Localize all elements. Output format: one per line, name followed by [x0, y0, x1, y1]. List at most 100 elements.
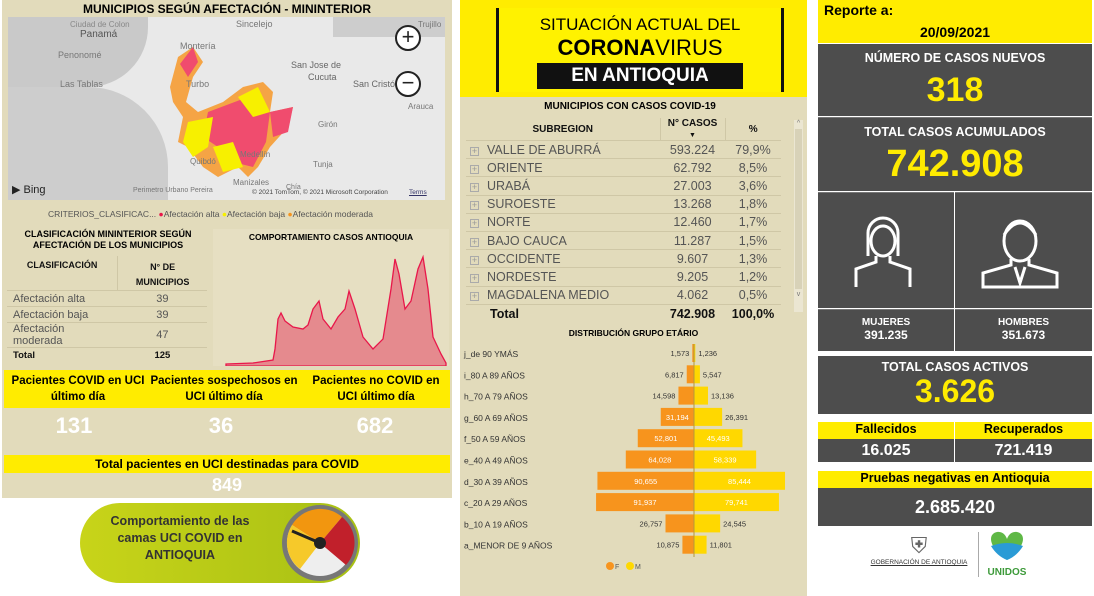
- new-cases-label: NÚMERO DE CASOS NUEVOS: [864, 51, 1046, 65]
- subregion-name: SUROESTE: [487, 197, 556, 212]
- map-label: Girón: [318, 120, 338, 129]
- cell: 62.792: [660, 158, 725, 178]
- cell: Total: [490, 306, 519, 321]
- table-row[interactable]: + NORTE 12.460 1,7%: [466, 213, 781, 232]
- zoom-out-button[interactable]: −: [395, 71, 421, 97]
- coat-of-arms-icon: ⛨: [910, 533, 928, 558]
- women-value: 391.235: [864, 328, 908, 342]
- trend-chart: COMPORTAMIENTO CASOS ANTIOQUIA: [213, 229, 449, 366]
- total-row: Total 125: [7, 348, 207, 364]
- table-row[interactable]: + NORDESTE 9.205 1,2%: [466, 267, 781, 287]
- cell: + URABÁ: [466, 176, 660, 196]
- data-label: 26,391: [725, 413, 748, 422]
- category-label: e_40 A 49 AÑOS: [464, 456, 528, 466]
- women-box: [818, 192, 954, 308]
- expand-icon[interactable]: +: [470, 272, 479, 283]
- uci-beds-banner[interactable]: Comportamiento de las camas UCI COVID en…: [80, 503, 360, 583]
- cell: 8,5%: [725, 158, 781, 178]
- map-label: Montería: [180, 41, 216, 51]
- cell: 39: [117, 306, 207, 323]
- bing-logo: ▶ Bing: [12, 184, 46, 196]
- terms-link[interactable]: Terms: [409, 189, 427, 196]
- data-label: 64,028: [648, 456, 671, 465]
- uci-total-value: 849: [211, 475, 243, 495]
- subregion-name: URABÁ: [487, 178, 531, 193]
- map-label: Perimetro Urbano Pereira: [133, 187, 213, 194]
- cell: 39: [117, 290, 207, 307]
- table-row[interactable]: + SUROESTE 13.268 1,8%: [466, 195, 781, 214]
- expand-icon[interactable]: +: [470, 254, 479, 265]
- expand-icon[interactable]: +: [470, 200, 479, 211]
- heart-logo-icon: [991, 531, 1023, 560]
- col-header: CLASIFICACIÓN: [7, 256, 119, 291]
- expand-icon[interactable]: +: [470, 291, 479, 302]
- scrollbar-thumb[interactable]: [795, 129, 802, 289]
- active-value: 3.626: [914, 373, 996, 409]
- expand-icon[interactable]: +: [470, 145, 479, 156]
- gobernacion-text: GOBERNACIÓN DE ANTIOQUIA: [870, 559, 968, 566]
- bar-m: [694, 429, 743, 448]
- report-box: Reporte a: 20/09/2021: [818, 0, 1092, 43]
- bar-f: [678, 386, 694, 405]
- table-row[interactable]: + VALLE DE ABURRÁ 593.224 79,9%: [466, 140, 781, 160]
- bar-m: [694, 493, 779, 512]
- zoom-in-button[interactable]: +: [395, 25, 421, 51]
- expand-icon[interactable]: +: [470, 181, 479, 192]
- men-value: 351.673: [1001, 328, 1046, 342]
- title-corona: CORONA: [557, 35, 656, 60]
- map-label: Chía: [286, 184, 301, 191]
- col-header[interactable]: %: [725, 118, 781, 141]
- table-row[interactable]: + URABÁ 27.003 3,6%: [466, 176, 781, 196]
- bar-f: [692, 344, 694, 362]
- expand-icon[interactable]: +: [470, 163, 479, 174]
- cell: 9.205: [660, 267, 725, 287]
- total-row: Total 742.908 100,0%: [466, 304, 781, 322]
- recovered-value: 721.419: [955, 439, 1092, 462]
- map-label: Panamá: [80, 29, 118, 40]
- report-date: 20/09/2021: [919, 24, 991, 40]
- cell: 1,3%: [725, 249, 781, 269]
- map-label: Turbo: [186, 79, 210, 89]
- data-label: 90,655: [634, 477, 657, 486]
- cell: 100,0%: [731, 306, 775, 321]
- cell: 1,5%: [725, 231, 781, 251]
- table-row[interactable]: + MAGDALENA MEDIO 4.062 0,5%: [466, 286, 781, 305]
- col-header-label: N° CASOS: [667, 118, 718, 129]
- recovered-label: Recuperados: [955, 422, 1092, 439]
- col-header[interactable]: SUBREGION: [466, 118, 661, 141]
- table-row[interactable]: + ORIENTE 62.792 8,5%: [466, 158, 781, 178]
- expand-icon[interactable]: +: [470, 218, 479, 229]
- uci-suspect-label: Pacientes sospechosos en UCI último día: [150, 375, 298, 403]
- bar-m: [694, 514, 721, 533]
- data-label: 1,573: [671, 349, 690, 358]
- scroll-up-icon[interactable]: ^: [796, 120, 801, 127]
- active-label: TOTAL CASOS ACTIVOS: [881, 360, 1029, 374]
- cell: + BAJO CAUCA: [466, 231, 660, 251]
- col-header[interactable]: N° CASOS ▼: [660, 118, 726, 141]
- map-label: Ciudad de Colon: [70, 20, 130, 29]
- bar-m: [694, 365, 700, 384]
- table-scrollbar[interactable]: ^ v: [794, 120, 803, 312]
- category-label: b_10 A 19 AÑOS: [464, 519, 528, 529]
- scroll-down-icon[interactable]: v: [796, 291, 801, 298]
- cell: 12.460: [660, 213, 725, 232]
- map-copyright: © 2021 TomTom, © 2021 Microsoft Corporat…: [252, 189, 388, 196]
- table-row[interactable]: + BAJO CAUCA 11.287 1,5%: [466, 231, 781, 251]
- category-label: d_30 A 39 AÑOS: [464, 477, 528, 487]
- map-title: MUNICIPIOS SEGÚN AFECTACIÓN - MININTERIO…: [83, 2, 371, 16]
- category-label: g_60 A 69 AÑOS: [464, 413, 528, 423]
- table-row: Afectación baja 39: [7, 306, 207, 323]
- subreg-title: MUNICIPIOS CON CASOS COVID-19: [544, 101, 716, 112]
- age-pyramid-chart: j_de 90 YMÁS 1,573 1,236 i_80 A 89 AÑOS 6,81…: [463, 344, 786, 571]
- uci-noncovid-label: Pacientes no COVID en UCI último día: [312, 375, 440, 403]
- expand-icon[interactable]: +: [470, 236, 479, 247]
- title-virus: VIRUS: [655, 35, 723, 60]
- map[interactable]: Panamá Penonomé Las Tablas Montería Turb…: [8, 17, 445, 200]
- uci-covid-value: 131: [55, 413, 93, 438]
- category-label: f_50 A 59 AÑOS: [464, 434, 526, 444]
- subregion-name: ORIENTE: [487, 160, 543, 175]
- table-row[interactable]: + OCCIDENTE 9.607 1,3%: [466, 249, 781, 269]
- men-label: HOMBRES: [997, 317, 1050, 328]
- map-label: San Jose de: [291, 60, 342, 70]
- data-label: 1,236: [698, 349, 717, 358]
